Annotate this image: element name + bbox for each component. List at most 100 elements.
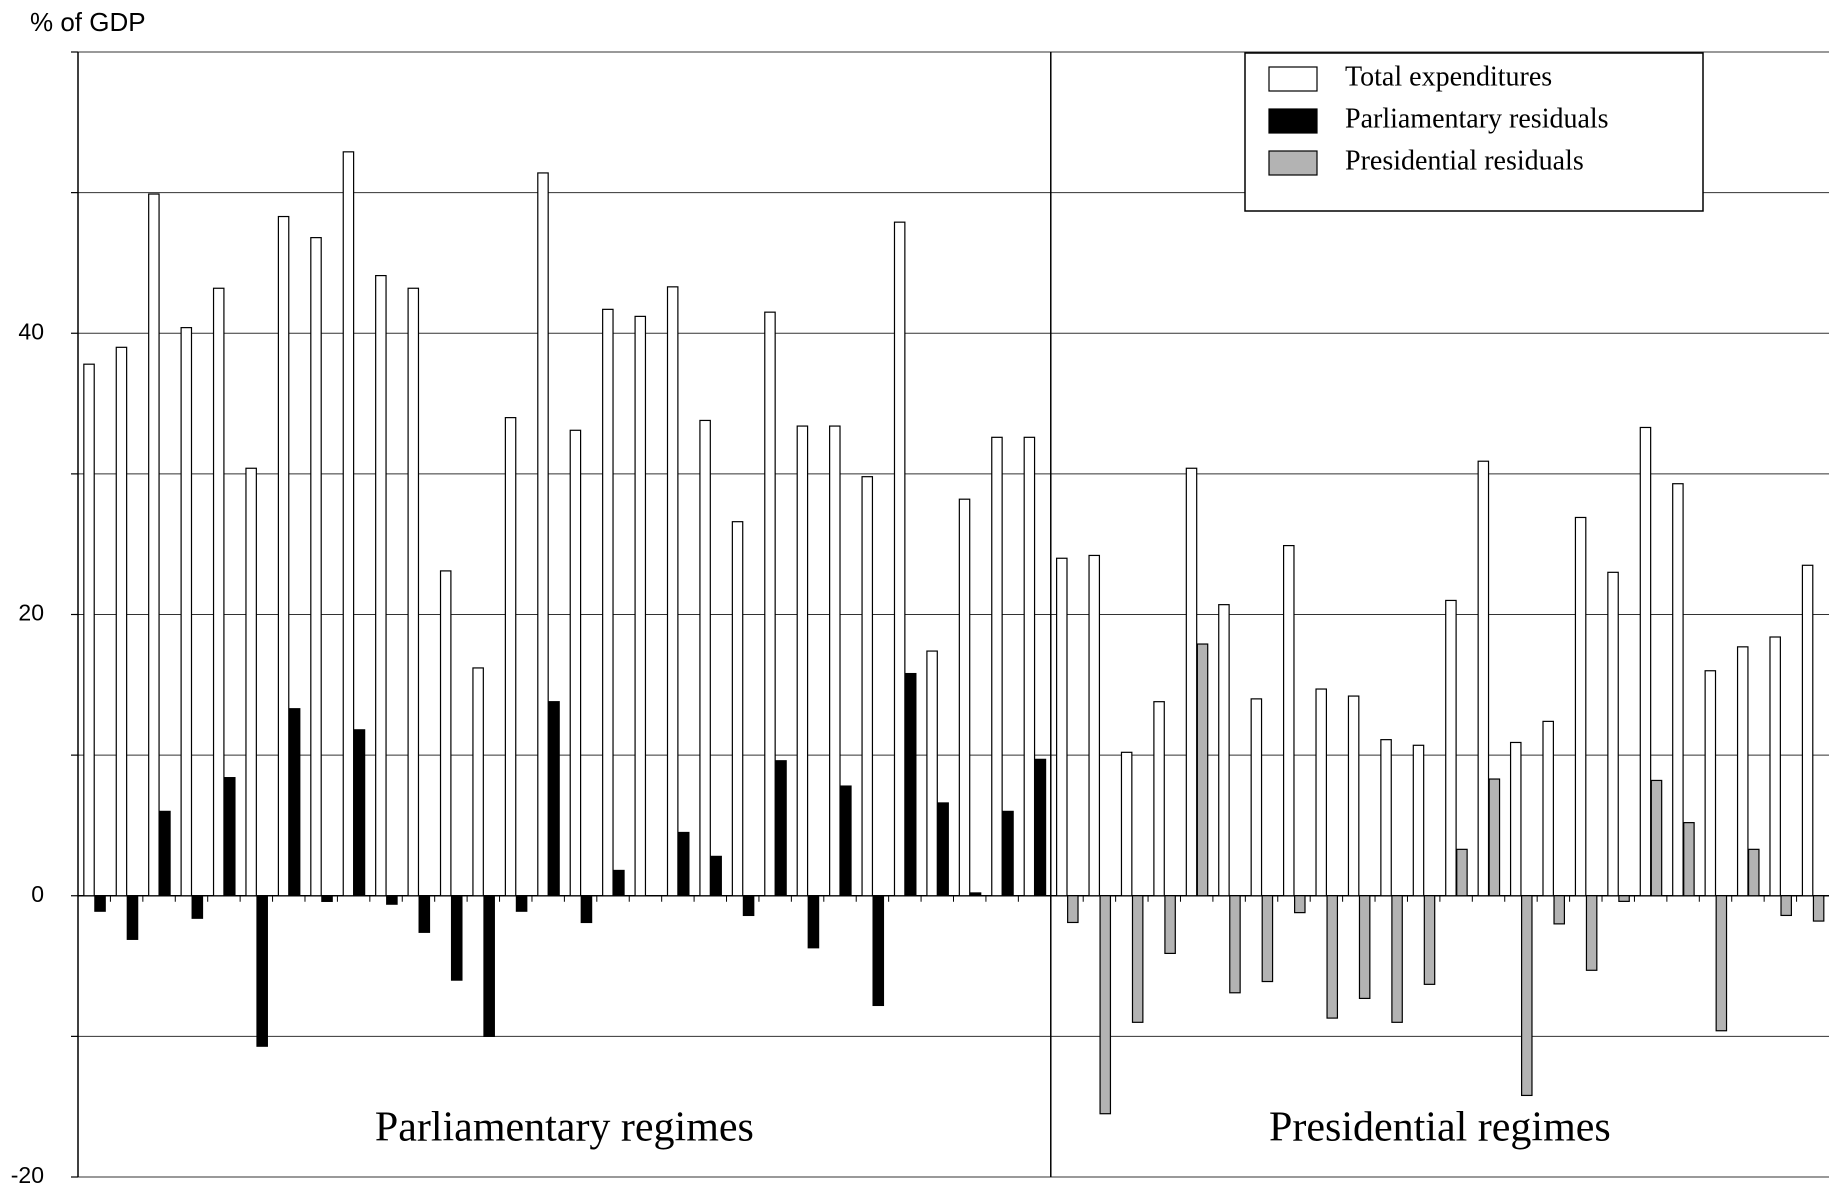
bar [1391,895,1403,1023]
bar [1056,557,1068,897]
bar [1185,467,1198,897]
bar [83,363,95,897]
bar [1769,636,1781,897]
bar [375,274,387,897]
bar [277,215,290,897]
bar [1326,895,1339,1019]
y-tick-label: 0 [31,881,44,907]
bar [1456,848,1468,897]
bar [1521,895,1533,1097]
bar [807,895,820,949]
bar [1736,646,1749,897]
bar [342,151,355,897]
bar [1801,564,1814,897]
bar [937,802,949,897]
bar [1380,739,1392,897]
bar [742,895,755,917]
bar [439,570,452,897]
bar [1607,571,1619,897]
bar [1672,483,1684,897]
bar [580,895,593,924]
bar [212,287,225,897]
bar [1412,744,1425,897]
bar [1282,544,1295,897]
bar [548,701,560,897]
bar [1715,895,1728,1032]
bar [569,429,582,897]
bar [775,760,787,897]
bar [1023,436,1036,897]
bar [1639,426,1652,897]
legend-swatch [1268,108,1318,134]
bar [353,729,366,897]
legend-label: Total expenditures [1345,61,1552,92]
bar [483,895,495,1037]
bar [126,895,139,940]
bar [1067,895,1079,924]
bar [1034,758,1047,897]
bar [699,419,711,897]
bar [245,467,257,897]
bar [1445,599,1457,897]
bar [1131,895,1144,1023]
bar [731,521,744,897]
bar [1704,670,1717,897]
bar [1120,751,1133,897]
bar [829,425,841,897]
bar [180,327,193,897]
legend-box [1244,52,1704,212]
bar [677,831,690,897]
y-axis-label: % of GDP [30,7,146,37]
bar [386,895,398,905]
bar [1088,554,1101,897]
legend-label: Presidential residuals [1345,145,1584,176]
bar [861,476,874,897]
bar [288,708,301,897]
bar [1002,810,1014,897]
bar [602,308,614,897]
bar [472,667,484,897]
bar [1196,643,1209,897]
bar [1574,516,1587,897]
bar [1542,720,1554,897]
bar [191,895,204,919]
bar [634,315,647,897]
bar [1780,895,1792,917]
bar [407,287,420,897]
bar [321,895,333,902]
bar [1488,778,1501,897]
group-label: Parliamentary regimes [375,1105,754,1151]
bar [710,855,722,897]
group-label: Presidential regimes [1269,1105,1611,1151]
bar [872,895,885,1007]
bar [1553,895,1566,925]
legend-label: Parliamentary residuals [1345,103,1609,134]
bar [1153,701,1165,897]
bar [958,498,971,897]
bar [1315,688,1327,897]
legend-swatch [1268,66,1318,92]
bar [159,810,171,897]
bar [613,869,625,897]
bar [418,895,431,933]
bar [148,193,160,897]
bar [515,895,528,912]
bar [840,785,852,897]
bar [1347,695,1360,897]
bar [1683,822,1695,897]
bar [1650,779,1663,897]
bar [1585,895,1598,971]
bar [1229,895,1241,994]
bar [1164,895,1176,955]
bar [1218,604,1230,897]
bar [223,777,236,897]
bar [94,895,106,912]
bar [991,436,1003,897]
bar [1099,895,1112,1115]
bar [1747,848,1760,897]
bar [764,311,776,897]
bar [796,425,809,897]
y-tick-label: 20 [18,600,44,626]
